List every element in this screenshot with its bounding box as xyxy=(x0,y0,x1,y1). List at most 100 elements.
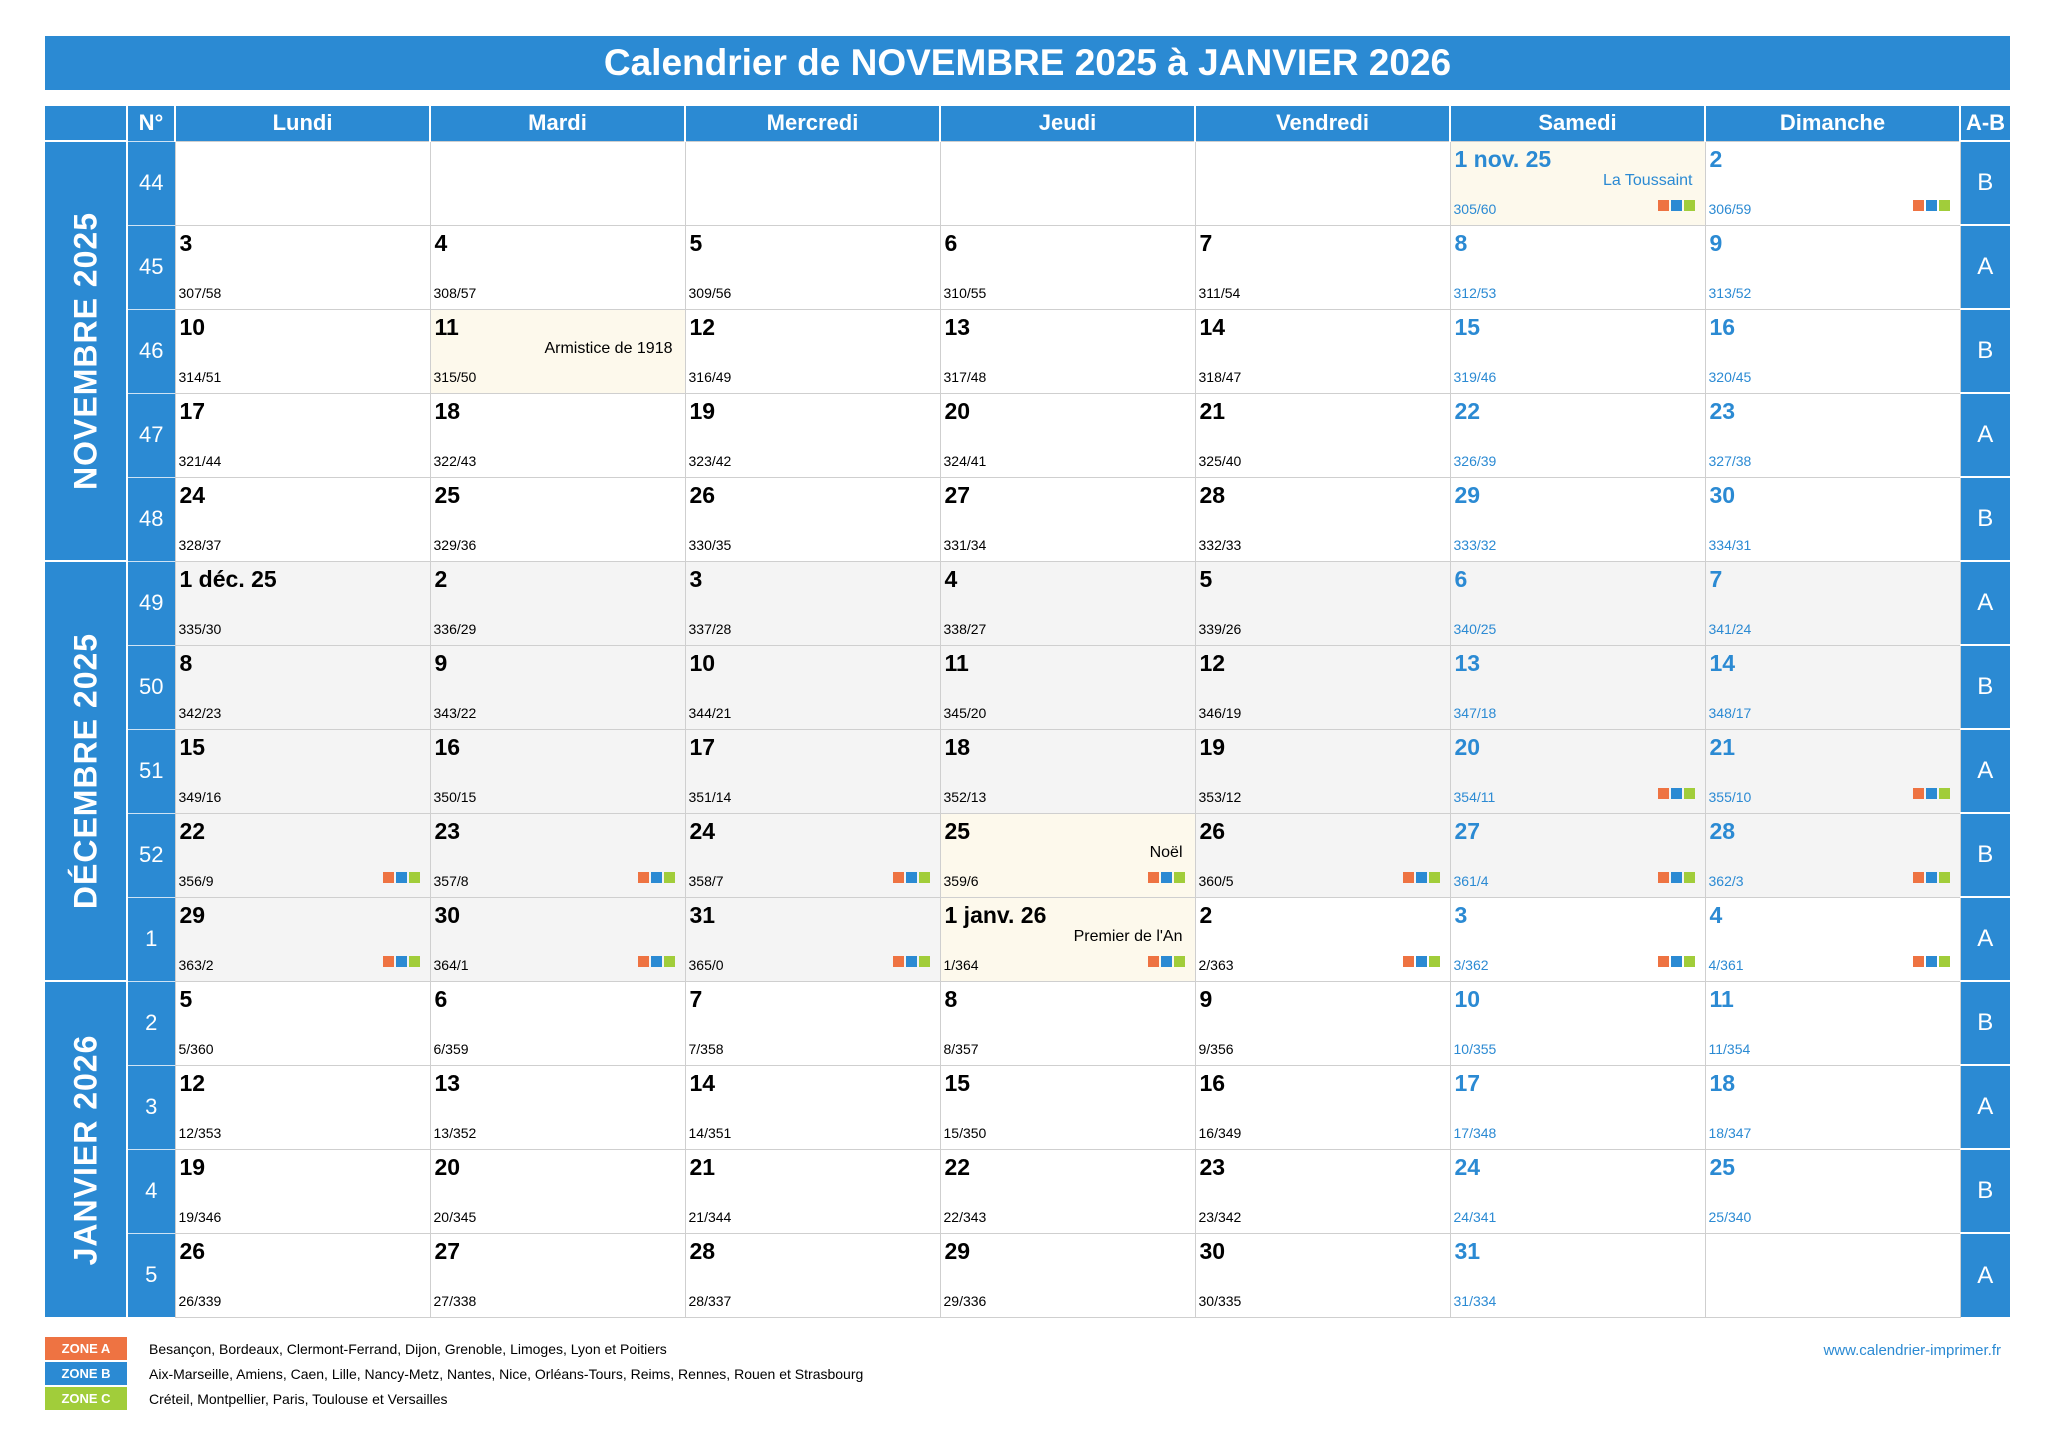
week-row: 1 29 363/2 30 364/1 31 365/0 1 janv. 26 Premier … xyxy=(45,896,2010,982)
zone-b-marker xyxy=(1160,955,1172,967)
zone-a-marker xyxy=(637,871,649,883)
zone-b-marker xyxy=(650,955,662,967)
day-ordinal: 362/3 xyxy=(1708,872,1744,889)
week-number: 5 xyxy=(126,1232,175,1317)
zone-a-marker xyxy=(1147,955,1159,967)
day-cell-friday: 7 311/54 xyxy=(1194,224,1451,310)
day-number: 23 xyxy=(434,817,461,844)
zone-a-badge: ZONE A xyxy=(45,1337,127,1360)
day-cell-monday: 19 19/346 xyxy=(174,1148,431,1234)
day-number: 2 xyxy=(434,565,448,592)
week-row: 5 26 26/339 27 27/338 28 28/337 29 29/336 30 30/33… xyxy=(45,1232,2010,1318)
day-ordinal: 29/336 xyxy=(943,1292,987,1309)
school-holiday-zones-icon xyxy=(1657,871,1695,883)
week-row: 4 19 19/346 20 20/345 21 21/344 22 22/343 23 23/34… xyxy=(45,1148,2010,1234)
ab-week-indicator: A xyxy=(1960,728,2010,813)
day-ordinal: 326/39 xyxy=(1453,452,1497,469)
week-number: 1 xyxy=(126,896,175,981)
empty-day-cell xyxy=(429,140,686,226)
day-number: 23 xyxy=(1199,1153,1226,1180)
day-ordinal: 346/19 xyxy=(1198,704,1242,721)
day-ordinal: 12/353 xyxy=(178,1124,222,1141)
holiday-name: Premier de l'An xyxy=(1073,927,1183,945)
day-cell-thursday: 27 331/34 xyxy=(939,476,1196,562)
zone-b-marker xyxy=(1925,787,1937,799)
day-cell-wednesday: 3 337/28 xyxy=(684,560,941,646)
school-holiday-zones-icon xyxy=(382,871,420,883)
day-cell-wednesday: 31 365/0 xyxy=(684,896,941,982)
zone-b-marker xyxy=(1925,955,1937,967)
day-ordinal: 321/44 xyxy=(178,452,222,469)
day-cell-monday: 3 307/58 xyxy=(174,224,431,310)
day-ordinal: 25/340 xyxy=(1708,1208,1752,1225)
zone-a-marker xyxy=(1657,955,1669,967)
week-row: 51 15 349/16 16 350/15 17 351/14 18 352/13 19 353/… xyxy=(45,728,2010,814)
day-number: 8 xyxy=(944,985,958,1012)
day-ordinal: 351/14 xyxy=(688,788,732,805)
day-number: 8 xyxy=(179,649,193,676)
week-number: 45 xyxy=(126,224,175,309)
day-ordinal: 319/46 xyxy=(1453,368,1497,385)
day-number: 28 xyxy=(1199,481,1226,508)
day-number: 17 xyxy=(689,733,716,760)
week-number: 51 xyxy=(126,728,175,813)
day-number: 11 xyxy=(1709,985,1734,1012)
day-ordinal: 1/364 xyxy=(943,956,979,973)
school-holiday-zones-icon xyxy=(1147,955,1185,967)
day-cell-thursday: 29 29/336 xyxy=(939,1232,1196,1318)
zone-a-marker xyxy=(1657,871,1669,883)
day-cell-thursday: 15 15/350 xyxy=(939,1064,1196,1150)
day-number: 3 xyxy=(179,229,193,256)
website-link[interactable]: www.calendrier-imprimer.fr xyxy=(1823,1342,2001,1359)
school-holiday-zones-icon xyxy=(892,871,930,883)
zone-c-marker xyxy=(1938,199,1950,211)
school-holiday-zones-icon xyxy=(382,955,420,967)
day-ordinal: 357/8 xyxy=(433,872,469,889)
day-ordinal: 314/51 xyxy=(178,368,222,385)
day-number: 9 xyxy=(434,649,448,676)
day-ordinal: 10/355 xyxy=(1453,1040,1497,1057)
school-holiday-zones-icon xyxy=(1402,871,1440,883)
day-ordinal: 308/57 xyxy=(433,284,477,301)
month-label-cell: JANVIER 2026 xyxy=(45,980,127,1317)
week-number: 2 xyxy=(126,980,175,1065)
day-ordinal: 24/341 xyxy=(1453,1208,1497,1225)
day-number: 15 xyxy=(1454,313,1481,340)
day-number: 16 xyxy=(1709,313,1736,340)
day-ordinal: 317/48 xyxy=(943,368,987,385)
day-cell-sunday: 11 11/354 xyxy=(1704,980,1961,1066)
day-cell-thursday: 18 352/13 xyxy=(939,728,1196,814)
day-ordinal: 331/34 xyxy=(943,536,987,553)
zone-b-marker xyxy=(1670,787,1682,799)
zone-c-marker xyxy=(918,955,930,967)
zone-c-marker xyxy=(663,955,675,967)
day-cell-wednesday: 7 7/358 xyxy=(684,980,941,1066)
zone-b-marker xyxy=(1670,199,1682,211)
zone-b-marker xyxy=(1160,871,1172,883)
zone-a-marker xyxy=(1912,871,1924,883)
week-number: 4 xyxy=(126,1148,175,1233)
day-number: 26 xyxy=(1199,817,1226,844)
day-ordinal: 334/31 xyxy=(1708,536,1752,553)
week-number: 49 xyxy=(126,560,175,645)
day-ordinal: 325/40 xyxy=(1198,452,1242,469)
day-number: 24 xyxy=(179,481,206,508)
day-ordinal: 338/27 xyxy=(943,620,987,637)
day-cell-friday: 28 332/33 xyxy=(1194,476,1451,562)
day-number: 18 xyxy=(1709,1069,1736,1096)
day-cell-sunday: 25 25/340 xyxy=(1704,1148,1961,1234)
zone-c-marker xyxy=(1683,199,1695,211)
day-number: 1 déc. 25 xyxy=(179,565,277,592)
day-ordinal: 341/24 xyxy=(1708,620,1752,637)
week-row: 45 3 307/58 4 308/57 5 309/56 6 310/55 7 311/54 8 31… xyxy=(45,224,2010,310)
zone-b-marker xyxy=(650,871,662,883)
day-cell-friday: 2 2/363 xyxy=(1194,896,1451,982)
day-cell-saturday: 20 354/11 xyxy=(1449,728,1706,814)
week-row: JANVIER 2026 2 5 5/360 6 6/359 7 7/358 8 8/357 9 9/… xyxy=(45,980,2010,1317)
day-ordinal: 2/363 xyxy=(1198,956,1234,973)
day-ordinal: 11/354 xyxy=(1708,1040,1751,1057)
month-label: JANVIER 2026 xyxy=(67,1034,103,1265)
day-number: 19 xyxy=(179,1153,206,1180)
day-ordinal: 3/362 xyxy=(1453,956,1489,973)
day-ordinal: 355/10 xyxy=(1708,788,1752,805)
